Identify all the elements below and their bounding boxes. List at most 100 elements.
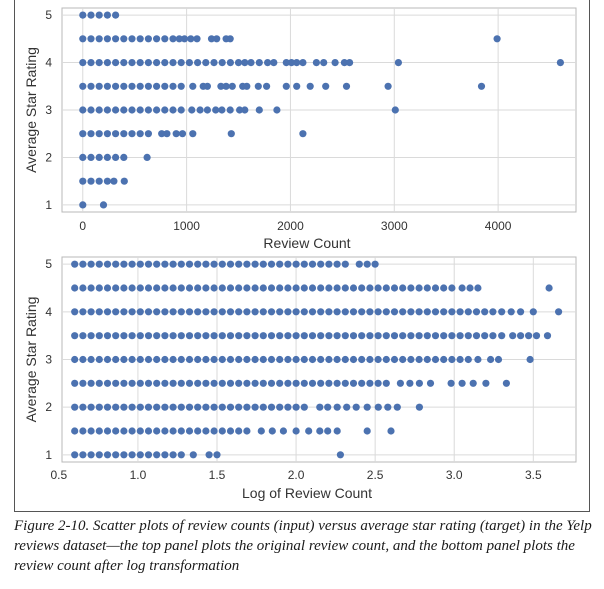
x-axis-label: Log of Review Count: [242, 485, 372, 501]
scatter-point: [189, 130, 197, 138]
scatter-point: [382, 308, 390, 316]
scatter-point: [415, 379, 423, 387]
scatter-point: [487, 355, 495, 364]
scatter-point: [120, 106, 128, 114]
scatter-point: [474, 355, 482, 364]
scatter-point: [407, 308, 415, 316]
scatter-point: [259, 332, 267, 340]
scatter-point: [259, 284, 267, 292]
x-tick-label: 1000: [173, 219, 200, 233]
scatter-point: [103, 59, 111, 67]
scatter-point: [507, 308, 515, 316]
scatter-point: [185, 332, 194, 340]
scatter-point: [103, 403, 112, 411]
scatter-point: [79, 106, 87, 114]
scatter-point: [431, 284, 440, 292]
scatter-point: [481, 308, 489, 316]
scatter-point: [226, 332, 235, 340]
scatter-point: [358, 332, 366, 340]
scatter-point: [342, 82, 351, 90]
scatter-point: [447, 379, 455, 387]
scatter-point: [95, 35, 103, 43]
scatter-point: [529, 308, 537, 316]
scatter-point: [415, 308, 423, 316]
scatter-point: [458, 284, 466, 292]
scatter-point: [136, 284, 144, 292]
scatter-point: [112, 332, 120, 340]
scatter-point: [161, 35, 169, 43]
scatter-point: [300, 308, 308, 316]
scatter-point: [363, 260, 371, 268]
scatter-point: [128, 427, 136, 435]
scatter-point: [489, 332, 497, 340]
scatter-point: [144, 82, 152, 90]
scatter-point: [128, 106, 136, 114]
scatter-point: [71, 284, 79, 292]
scatter-point: [235, 355, 243, 364]
scatter-point: [300, 355, 308, 364]
scatter-point: [251, 355, 259, 364]
scatter-point: [153, 35, 161, 43]
scatter-point: [259, 355, 267, 364]
scatter-point: [226, 59, 234, 67]
scatter-point: [161, 332, 169, 340]
scatter-point: [144, 451, 153, 459]
scatter-point: [172, 130, 180, 138]
scatter-point: [448, 308, 456, 316]
scatter-point: [189, 82, 197, 90]
scatter-point: [175, 35, 183, 43]
scatter-point: [144, 106, 152, 114]
scatter-point: [300, 332, 308, 340]
scatter-point: [312, 59, 320, 67]
scatter-point: [267, 403, 276, 411]
scatter-point: [333, 379, 341, 387]
scatter-point: [407, 355, 415, 364]
scatter-point: [153, 355, 161, 364]
scatter-point: [87, 35, 95, 43]
scatter-point: [366, 355, 374, 364]
scatter-point: [366, 332, 374, 340]
scatter-point: [202, 332, 210, 340]
chart-panel-1: 0 1000 2000 3000 4000 1 2 3 4 5 Review Count Averag…: [23, 7, 577, 251]
scatter-point: [161, 284, 169, 292]
scatter-point: [300, 284, 308, 292]
scatter-point: [218, 332, 226, 340]
scatter-point: [79, 427, 87, 435]
scatter-point: [394, 59, 402, 67]
scatter-point: [341, 308, 349, 316]
scatter-point: [259, 403, 267, 411]
scatter-point: [128, 355, 136, 364]
scatter-point: [276, 379, 284, 387]
scatter-point: [185, 308, 194, 316]
scatter-point: [431, 332, 440, 340]
scatter-point: [226, 35, 234, 43]
scatter-point: [316, 427, 324, 435]
scatter-point: [177, 59, 185, 67]
scatter-point: [144, 355, 153, 364]
scatter-point: [169, 355, 177, 364]
scatter-point: [169, 308, 177, 316]
scatter-point: [128, 82, 136, 90]
scatter-point: [144, 427, 153, 435]
scatter-point: [477, 82, 486, 90]
scatter-point: [177, 260, 185, 268]
scatter-point: [194, 403, 202, 411]
scatter-point: [103, 308, 112, 316]
scatter-point: [136, 332, 144, 340]
scatter-point: [235, 332, 243, 340]
scatter-point: [169, 59, 177, 67]
scatter-point: [112, 403, 120, 411]
scatter-point: [79, 308, 87, 316]
x-tick-label: 2.0: [288, 468, 305, 482]
scatter-point: [241, 106, 249, 114]
scatter-point: [299, 130, 307, 138]
scatter-point: [235, 427, 243, 435]
scatter-point: [161, 403, 169, 411]
x-tick-label: 2.5: [367, 468, 384, 482]
scatter-point: [331, 59, 339, 67]
scatter-point: [128, 130, 136, 138]
scatter-point: [276, 284, 284, 292]
scatter-point: [526, 355, 534, 364]
scatter-point: [226, 403, 235, 411]
scatter-point: [218, 260, 226, 268]
